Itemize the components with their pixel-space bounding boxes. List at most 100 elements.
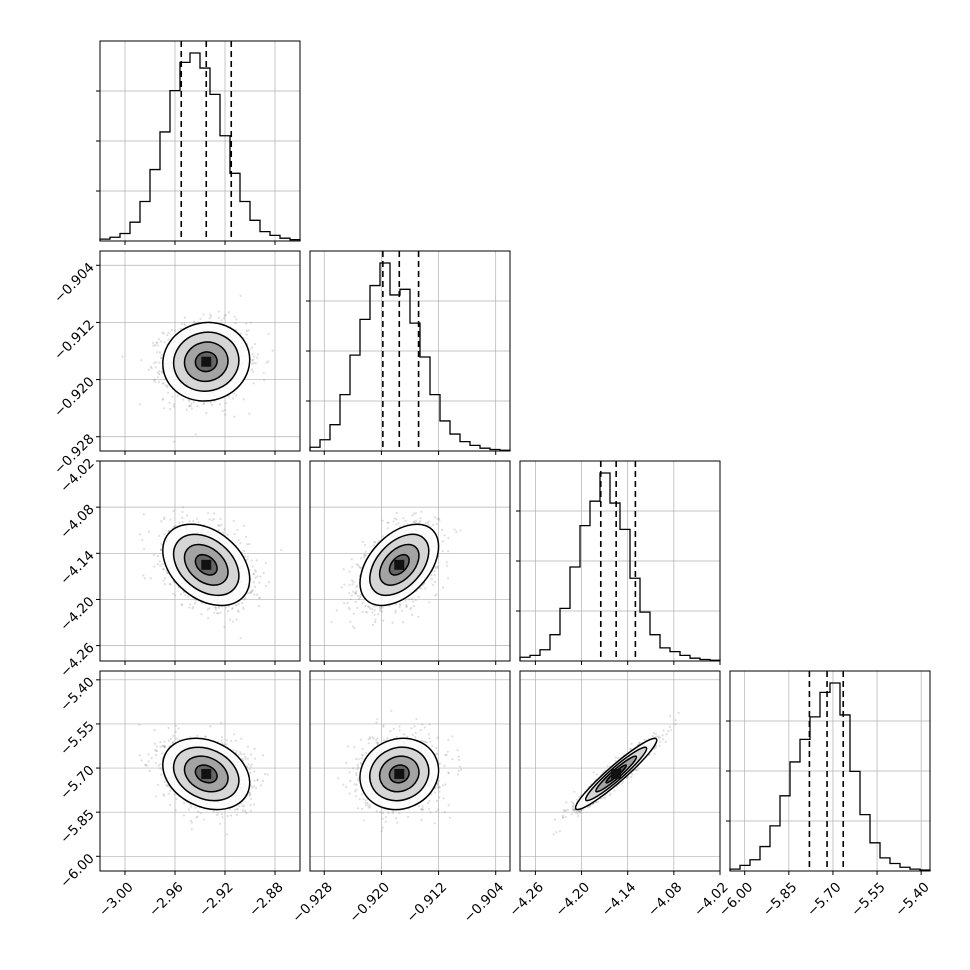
sample-point (176, 394, 179, 397)
sample-point (156, 344, 159, 347)
sample-point (158, 370, 161, 373)
sample-point (364, 550, 367, 553)
sample-point (233, 532, 236, 536)
sample-point (183, 316, 186, 319)
sample-point (386, 521, 389, 524)
sample-point (250, 763, 253, 766)
sample-point (160, 370, 163, 373)
sample-point (415, 519, 418, 522)
sample-point (254, 362, 257, 365)
sample-point (226, 533, 229, 536)
sample-point (405, 603, 408, 607)
sample-point (203, 402, 206, 405)
sample-point (419, 517, 422, 520)
sample-point (188, 520, 191, 523)
sample-point (208, 518, 211, 521)
sample-point (412, 605, 416, 608)
sample-point (441, 528, 444, 532)
sample-point (162, 568, 165, 571)
sample-point (217, 529, 221, 532)
sample-point (152, 344, 155, 347)
sample-point (138, 403, 141, 406)
sample-point (207, 617, 210, 620)
sample-point (153, 565, 156, 568)
sample-point (218, 524, 221, 527)
sample-point (222, 531, 225, 534)
sample-point (152, 553, 155, 557)
sample-point (252, 572, 255, 575)
sample-point (197, 521, 200, 524)
sample-point (410, 613, 414, 617)
sample-point (433, 516, 437, 519)
sample-point (268, 581, 271, 584)
sample-point (214, 606, 217, 609)
sample-point (378, 606, 381, 609)
sample-point (159, 564, 162, 567)
sample-point (253, 585, 256, 588)
scatter-panel-2-0 (96, 460, 301, 665)
sample-point (446, 564, 449, 568)
sample-point (364, 610, 367, 613)
sample-point (419, 520, 422, 523)
sample-point (232, 519, 235, 523)
sample-point (354, 600, 357, 604)
sample-point (251, 589, 254, 592)
sample-point (251, 346, 254, 349)
sample-point (354, 592, 358, 595)
sample-point (420, 587, 423, 590)
sample-point (395, 511, 398, 515)
sample-point (352, 612, 355, 615)
sample-point (163, 745, 167, 748)
sample-point (256, 593, 259, 596)
sample-point (355, 586, 358, 589)
sample-point (157, 783, 160, 786)
sample-point (181, 506, 184, 509)
sample-point (436, 517, 439, 521)
sample-point (357, 597, 360, 601)
sample-point (166, 785, 169, 788)
sample-point (181, 516, 184, 519)
sample-point (158, 534, 161, 538)
sample-point (361, 601, 364, 605)
sample-point (350, 558, 353, 561)
sample-point (363, 543, 367, 547)
sample-point (253, 355, 256, 358)
sample-point (381, 519, 384, 522)
sample-point (158, 351, 162, 354)
sample-point (200, 613, 203, 616)
sample-point (432, 583, 435, 587)
sample-point (212, 512, 216, 515)
sample-point (179, 327, 182, 330)
sample-point (343, 602, 346, 605)
sample-point (351, 565, 354, 568)
sample-point (162, 579, 165, 582)
scatter-panel-1-0 (96, 250, 301, 455)
sample-point (203, 818, 206, 821)
sample-point (348, 592, 351, 595)
sample-point (196, 517, 199, 520)
sample-point (404, 519, 407, 523)
sample-point (224, 606, 227, 609)
sample-point (350, 579, 354, 582)
sample-point (214, 606, 217, 609)
sample-point (398, 606, 401, 609)
sample-point (366, 611, 369, 614)
sample-point (248, 794, 251, 797)
sample-point (154, 361, 158, 364)
sample-point (207, 512, 210, 515)
sample-point (350, 594, 354, 597)
sample-point (372, 605, 375, 608)
sample-point (144, 764, 147, 767)
sample-point (220, 319, 223, 322)
sample-point (208, 607, 211, 610)
sample-point (166, 384, 169, 387)
sample-point (174, 594, 177, 597)
sample-point (250, 591, 253, 594)
sample-point (220, 721, 223, 724)
sample-point (239, 542, 242, 545)
sample-point (395, 603, 398, 606)
sample-point (162, 407, 166, 410)
sample-point (414, 521, 417, 524)
panel-frame (99, 40, 301, 242)
sample-point (436, 566, 439, 569)
